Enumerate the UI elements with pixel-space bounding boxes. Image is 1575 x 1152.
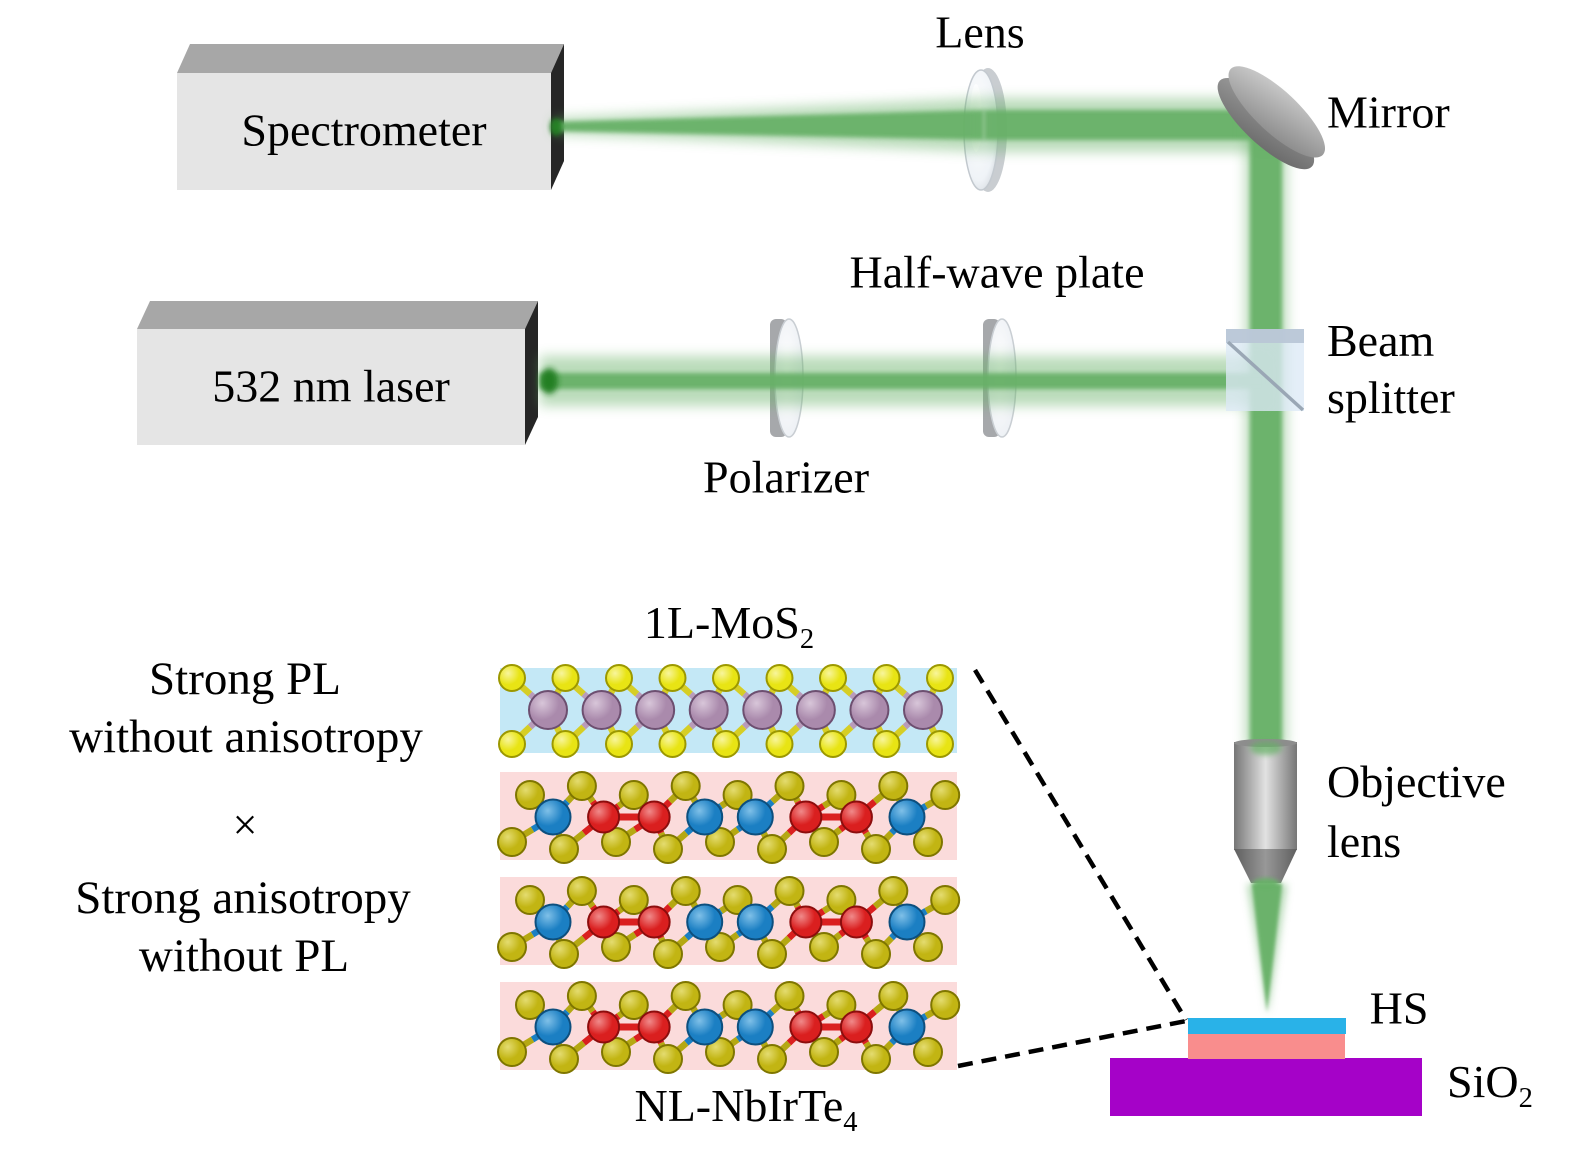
focused-beam	[1247, 884, 1287, 1014]
callout-line-top	[973, 668, 1188, 1022]
objective-lens-body	[1234, 739, 1297, 890]
laser-side-face	[525, 301, 538, 445]
polarizer-label: Polarizer	[702, 451, 870, 503]
half-wave-plate-label: Half-wave plate	[849, 246, 1145, 298]
beam-splitter-label: Beam splitter	[1327, 312, 1455, 426]
annotation-line2: without anisotropy	[69, 710, 423, 763]
beam-splitter-diagonal	[1226, 340, 1305, 412]
annotation-line1: Strong PL	[149, 652, 341, 705]
mos2-title: 1L-MoS2	[643, 597, 815, 656]
sample-stack	[1110, 1018, 1422, 1116]
focused-beam-core	[1252, 884, 1282, 1012]
annotation-times-symbol: ×	[232, 800, 258, 850]
beam-lens-to-spectrometer-core	[553, 110, 984, 140]
mirror-label: Mirror	[1327, 86, 1450, 138]
annotation-line4: without PL	[138, 929, 350, 982]
hs-mos2-layer	[1188, 1018, 1346, 1034]
laser-front-face	[137, 329, 525, 445]
beam-splitter-label-line2: splitter	[1327, 372, 1455, 424]
hs-nbirte4-layer	[1188, 1033, 1345, 1059]
beam-vertical-core	[1250, 120, 1282, 745]
lens-label: Lens	[935, 6, 1025, 58]
spectrometer-side-face	[551, 44, 564, 190]
spectrometer-box	[177, 44, 564, 190]
mirror-face	[1228, 66, 1326, 158]
objective-entry-glow	[1250, 741, 1282, 755]
spectrometer-label: Spectrometer	[241, 104, 487, 156]
laser-top-face	[137, 301, 538, 329]
laser-beams	[540, 98, 1287, 747]
annotation-line3: Strong anisotropy	[75, 871, 411, 924]
spectrometer-entry-glow	[550, 118, 562, 136]
sio2-label: SiO2	[1447, 1056, 1533, 1115]
beam-splitter-top-band	[1226, 329, 1304, 343]
nbirte4-crystal-structure	[497, 771, 961, 1074]
beam-splitter-label-line1: Beam	[1327, 315, 1435, 366]
callout-line-bottom	[957, 1018, 1187, 1069]
objective-label-line2: lens	[1327, 815, 1402, 867]
spectrometer-top-face	[177, 44, 564, 73]
zoom-callout-lines	[957, 668, 1188, 1069]
mos2-crystal-structure	[498, 664, 954, 758]
beam-splitter-cube	[1226, 329, 1305, 412]
crystal-panels	[497, 664, 961, 1074]
mirror-disc	[1217, 66, 1326, 170]
sio2-substrate	[1110, 1058, 1422, 1116]
spectrometer-front-face	[177, 73, 551, 190]
beam-laser-core	[540, 373, 1266, 389]
objective-label-line1: Objective	[1327, 756, 1506, 807]
objective-barrel	[1234, 742, 1297, 850]
objective-cone	[1234, 849, 1297, 883]
laser-box	[137, 301, 538, 445]
laser-label: 532 nm laser	[212, 360, 450, 412]
hs-label: HS	[1369, 982, 1429, 1034]
laser-exit-glow	[540, 368, 558, 394]
nbirte4-title: NL-NbIrTe4	[634, 1080, 858, 1139]
objective-lens-label: Objective lens	[1327, 752, 1506, 872]
